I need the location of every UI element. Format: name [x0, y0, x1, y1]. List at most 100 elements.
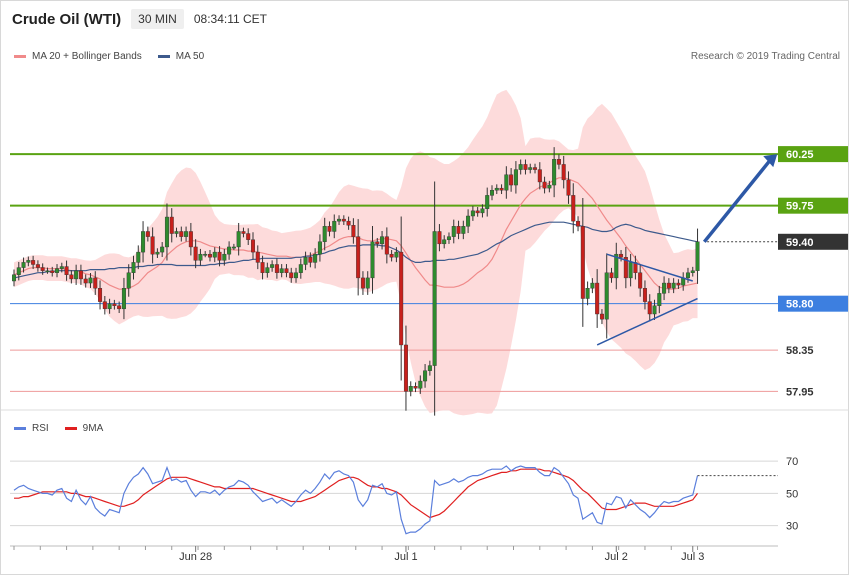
- candle: [423, 364, 428, 388]
- candle-body: [207, 253, 212, 258]
- level-label-57-95: 57.95: [786, 386, 814, 398]
- candle-body: [485, 195, 490, 209]
- candle: [585, 281, 590, 306]
- candle-body: [356, 236, 361, 279]
- candle-body: [231, 246, 236, 249]
- rsi-tick-70: 70: [786, 456, 798, 468]
- candle-body: [150, 236, 155, 255]
- candle: [150, 227, 155, 264]
- candle: [370, 226, 375, 294]
- last-price-box: [778, 233, 848, 250]
- candle: [652, 299, 657, 320]
- candle-body: [250, 239, 255, 253]
- candle: [638, 264, 643, 297]
- candle: [642, 280, 647, 310]
- candle-body: [580, 226, 585, 299]
- candle-body: [360, 277, 365, 289]
- candle-body: [561, 164, 566, 181]
- candle: [174, 227, 179, 238]
- candle-body: [370, 241, 375, 279]
- candle: [184, 226, 189, 242]
- candle: [131, 255, 136, 280]
- candle: [83, 274, 88, 288]
- bollinger-band-area: [14, 89, 698, 416]
- candle: [599, 309, 604, 325]
- candle: [571, 183, 576, 234]
- candle-body: [93, 277, 98, 289]
- candle: [145, 226, 150, 242]
- candle-body: [399, 251, 404, 346]
- candle-body: [69, 274, 74, 280]
- candle-body: [652, 305, 657, 315]
- candle-body: [88, 277, 93, 284]
- candle: [556, 154, 561, 170]
- candle: [662, 276, 667, 301]
- candle-body: [446, 236, 451, 240]
- candle: [45, 267, 50, 274]
- candle-body: [337, 218, 342, 222]
- candle: [547, 180, 552, 193]
- candle: [207, 249, 212, 262]
- candle-body: [40, 267, 45, 271]
- candle: [141, 221, 146, 263]
- candle-body: [566, 179, 571, 196]
- candle-body: [294, 272, 299, 279]
- candle-body: [466, 215, 471, 227]
- candle-body: [279, 268, 284, 273]
- candle-body: [432, 231, 437, 366]
- candle: [427, 360, 432, 376]
- candle-body: [509, 174, 514, 186]
- timeframe-badge[interactable]: 30 MIN: [131, 9, 184, 29]
- last-price-label: 59.40: [778, 233, 848, 250]
- candle: [102, 295, 107, 315]
- level-label-text: 59.75: [786, 201, 814, 213]
- candle-body: [145, 231, 150, 237]
- candle: [451, 219, 456, 244]
- candle-body: [298, 264, 303, 273]
- candle-body: [685, 272, 690, 279]
- candle: [78, 264, 83, 285]
- candle: [64, 260, 69, 281]
- candle: [623, 246, 628, 289]
- ma20-swatch: [14, 55, 26, 58]
- candle-body: [695, 241, 700, 271]
- candle: [88, 272, 93, 288]
- candle-body: [164, 216, 169, 248]
- candle: [308, 252, 313, 268]
- level-label-58-80: 58.80: [778, 295, 848, 312]
- candle: [303, 251, 308, 271]
- candle-body: [609, 272, 614, 279]
- candle: [250, 232, 255, 260]
- candle-body: [604, 272, 609, 320]
- candle: [121, 277, 126, 320]
- candle: [442, 235, 447, 249]
- candle-body: [341, 218, 346, 222]
- candle: [265, 262, 270, 278]
- candle-body: [408, 386, 413, 392]
- x-axis: Jun 28 Jul 1 Jul 2 Jul 3: [13, 546, 704, 563]
- candle-body: [657, 293, 662, 306]
- candle: [169, 208, 174, 243]
- legend-label-ma20: MA 20 + Bollinger Bands: [32, 51, 142, 62]
- ma50-swatch: [157, 55, 170, 58]
- candle: [35, 260, 40, 272]
- candle-body: [690, 270, 695, 273]
- candle: [552, 147, 557, 198]
- candle-body: [35, 264, 40, 268]
- candle-body: [78, 270, 83, 280]
- candle-body: [427, 365, 432, 371]
- candle-body: [418, 380, 423, 389]
- candle-body: [470, 210, 475, 217]
- candle-body: [50, 270, 55, 273]
- candle: [317, 234, 322, 262]
- candle-body: [523, 164, 528, 170]
- candle: [609, 267, 614, 283]
- projection-arrow-head: [763, 154, 778, 168]
- candle: [327, 221, 332, 237]
- candle: [117, 301, 122, 314]
- candle: [160, 242, 165, 258]
- candle: [21, 257, 26, 273]
- candle-body: [384, 236, 389, 255]
- candle: [576, 216, 581, 232]
- candle: [313, 248, 318, 269]
